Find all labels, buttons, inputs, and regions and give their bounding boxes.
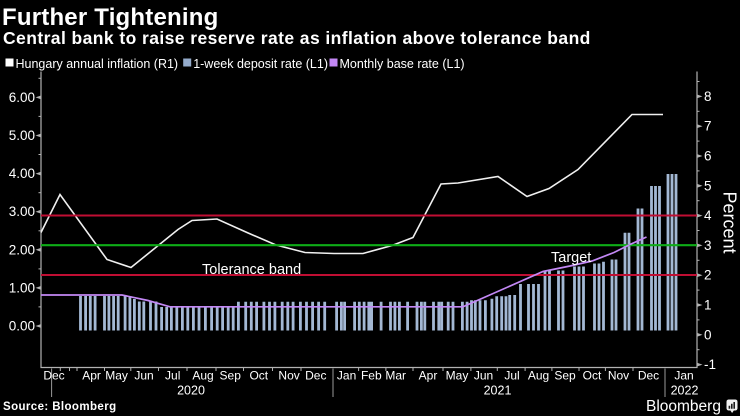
svg-text:6: 6 (704, 149, 712, 164)
svg-text:1.00: 1.00 (9, 280, 35, 295)
svg-text:Tolerance band: Tolerance band (202, 262, 301, 278)
svg-text:2.00: 2.00 (9, 242, 35, 257)
svg-text:Monthly base rate (L1): Monthly base rate (L1) (340, 57, 465, 71)
svg-text:3: 3 (704, 238, 712, 253)
svg-text:2022: 2022 (671, 384, 699, 398)
svg-text:Jun: Jun (134, 369, 153, 383)
svg-text:Jan: Jan (337, 369, 356, 383)
svg-text:Jan: Jan (674, 369, 693, 383)
svg-text:Percent: Percent (720, 191, 740, 253)
svg-text:Target: Target (551, 250, 591, 266)
svg-text:-1: -1 (704, 357, 716, 372)
svg-text:6.00: 6.00 (9, 90, 35, 105)
svg-text:Nov: Nov (608, 369, 629, 383)
svg-text:4.00: 4.00 (9, 166, 35, 181)
svg-text:Oct: Oct (249, 369, 268, 383)
svg-text:0: 0 (704, 327, 712, 342)
svg-text:2: 2 (704, 268, 712, 283)
svg-text:Aug: Aug (192, 369, 213, 383)
svg-text:Hungary annual inflation (R1): Hungary annual inflation (R1) (16, 57, 179, 71)
svg-text:0.00: 0.00 (9, 319, 35, 334)
svg-text:4: 4 (704, 208, 712, 223)
svg-text:May: May (446, 369, 469, 383)
svg-text:Central bank to raise reserve: Central bank to raise reserve rate as in… (3, 28, 591, 48)
svg-text:2021: 2021 (484, 384, 512, 398)
svg-text:Further Tightening: Further Tightening (2, 4, 218, 31)
svg-text:Mar: Mar (385, 369, 406, 383)
svg-text:Apr: Apr (82, 369, 101, 383)
svg-text:8: 8 (704, 89, 712, 104)
svg-text:Sep: Sep (220, 369, 242, 383)
svg-text:5.00: 5.00 (9, 128, 35, 143)
svg-text:Oct: Oct (583, 369, 602, 383)
svg-text:Dec: Dec (638, 369, 659, 383)
svg-text:Feb: Feb (361, 369, 382, 383)
svg-text:Apr: Apr (419, 369, 438, 383)
svg-text:7: 7 (704, 119, 712, 134)
svg-text:Jul: Jul (504, 369, 519, 383)
svg-text:Jul: Jul (165, 369, 180, 383)
svg-text:1-week deposit rate (L1): 1-week deposit rate (L1) (193, 57, 328, 71)
svg-text:3.00: 3.00 (9, 204, 35, 219)
svg-text:Sep: Sep (554, 369, 576, 383)
svg-text:Nov: Nov (278, 369, 299, 383)
svg-text:Aug: Aug (528, 369, 549, 383)
svg-text:1: 1 (704, 298, 712, 313)
svg-text:2020: 2020 (177, 384, 205, 398)
svg-text:5: 5 (704, 178, 712, 193)
svg-text:Dec: Dec (305, 369, 326, 383)
svg-text:Dec: Dec (43, 369, 64, 383)
svg-text:Source: Bloomberg: Source: Bloomberg (3, 401, 117, 413)
svg-text:May: May (105, 369, 128, 383)
svg-text:Jun: Jun (474, 369, 493, 383)
svg-text:Bloomberg: Bloomberg (646, 398, 721, 415)
